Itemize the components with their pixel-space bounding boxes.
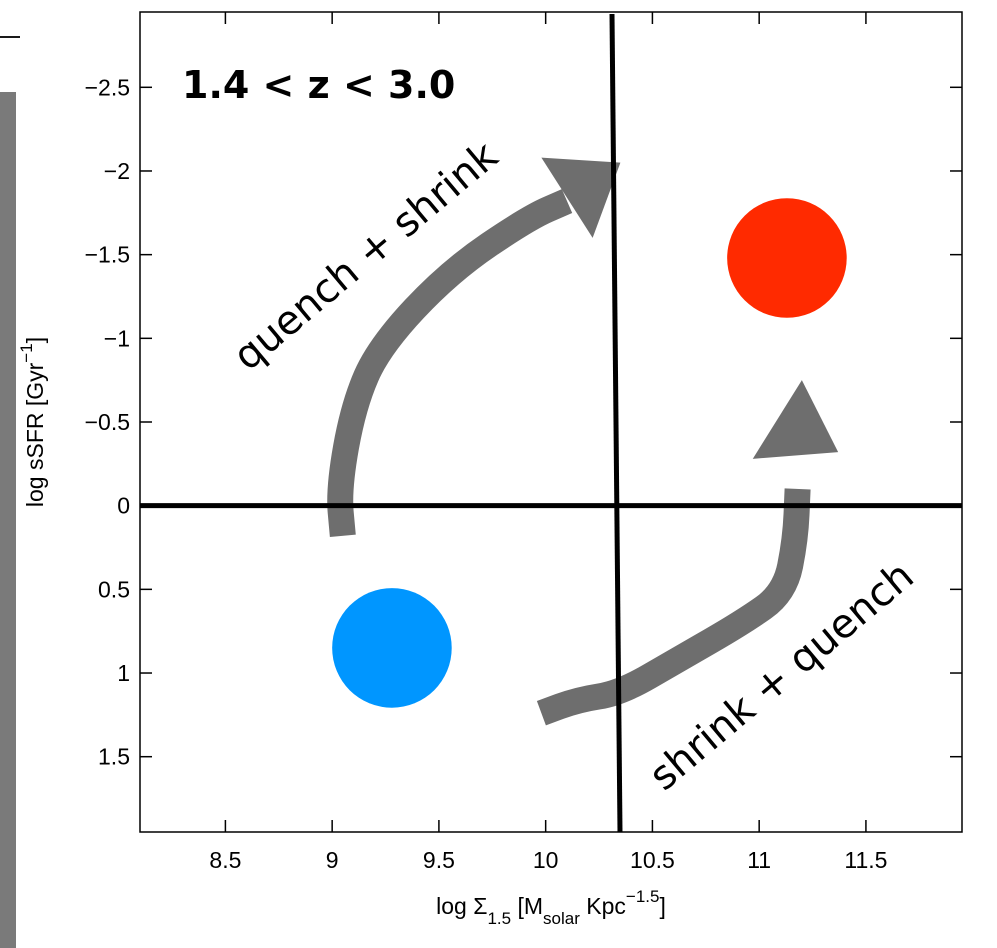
arrow-shaft-2 <box>536 488 811 726</box>
x-axis-title: log Σ1.5 [Msolar Kpc−1.5] <box>436 887 666 928</box>
y-tick-label-6: 0 <box>117 493 130 519</box>
y-tick-label-5: −0.5 <box>85 409 130 435</box>
data-point-2 <box>727 198 847 318</box>
y-tick-label-4: −1 <box>104 325 130 351</box>
arrow-head-1 <box>541 157 621 238</box>
y-tick-label-1: −2.5 <box>85 74 130 100</box>
x-tick-label-1: 8.5 <box>209 847 241 873</box>
x-tick-label-4: 10 <box>533 847 559 873</box>
y-axis-title: log sSFR [Gyr−1] <box>17 337 48 507</box>
x-tick-label-3: 9.5 <box>423 847 455 873</box>
arrow-head-2 <box>752 380 839 459</box>
page-edge-corner <box>0 0 20 38</box>
y-tick-label-7: 0.5 <box>98 576 130 602</box>
y-tick-label-8: 1 <box>117 660 130 686</box>
x-tick-label-2: 9 <box>326 847 339 873</box>
arrow-shaft-1 <box>327 189 573 537</box>
chart-title: 1.4 < z < 3.0 <box>182 63 455 107</box>
y-tick-label-3: −1.5 <box>85 242 130 268</box>
vertical-divider-line <box>609 13 623 833</box>
x-tick-label-6: 11 <box>747 847 771 873</box>
y-tick-label-9: 1.5 <box>98 744 130 770</box>
y-tick-label-2: −2 <box>104 158 130 184</box>
page-edge-strip <box>0 92 16 948</box>
x-tick-label-7: 11.5 <box>844 847 887 873</box>
data-point-1 <box>332 588 452 708</box>
x-tick-label-5: 10.5 <box>630 847 675 873</box>
